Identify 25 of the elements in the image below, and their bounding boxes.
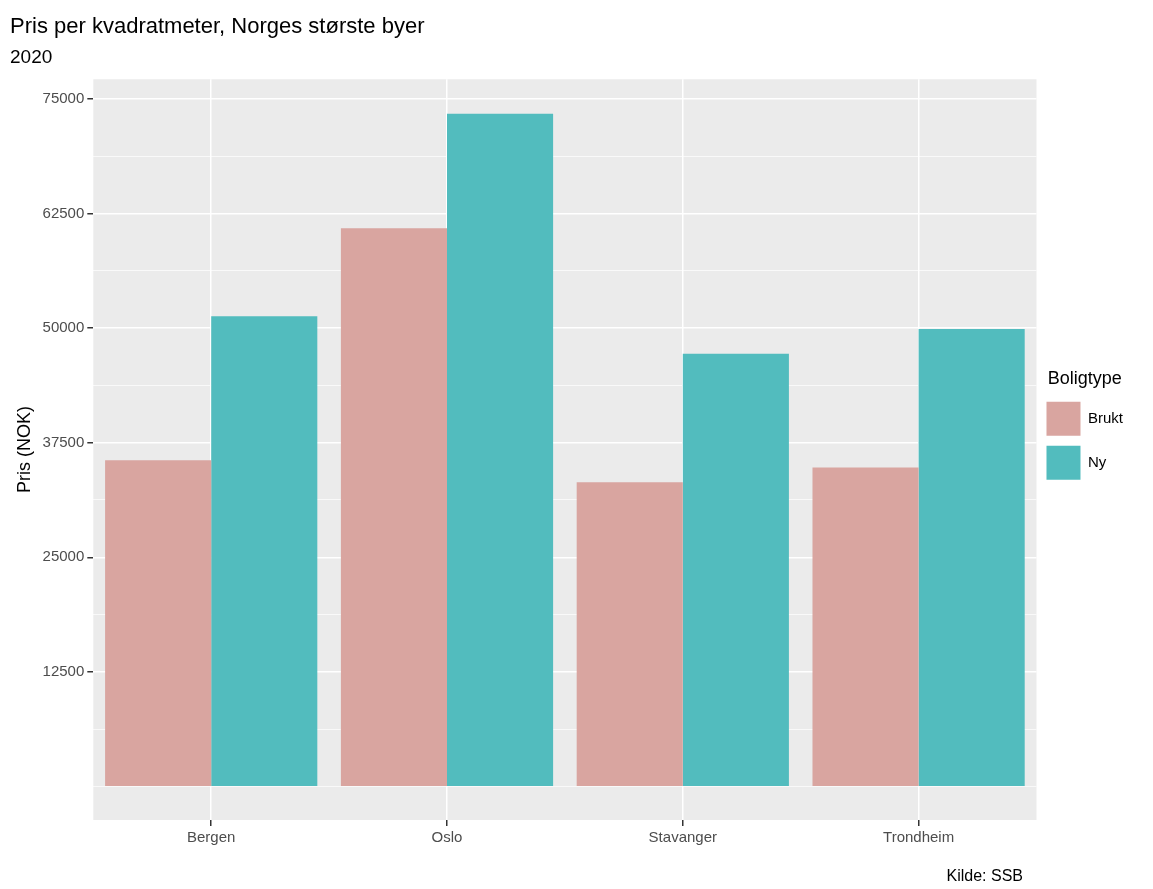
y-tick-label: 25000 bbox=[42, 547, 85, 565]
text: Kilde: SSB bbox=[946, 867, 1023, 885]
y-tick-label: 50000 bbox=[42, 318, 85, 336]
x-tick-label: Oslo bbox=[431, 828, 463, 846]
legend-label: Ny bbox=[1087, 452, 1107, 470]
x-tick-label: Trondheim bbox=[883, 828, 955, 846]
bar bbox=[576, 482, 683, 786]
bar bbox=[918, 329, 1025, 786]
bar bbox=[211, 316, 318, 786]
bar bbox=[812, 467, 919, 786]
bar bbox=[682, 353, 789, 786]
chart-subtitle: 2020 bbox=[10, 46, 53, 68]
x-tick-label: Stavanger bbox=[648, 828, 717, 846]
legend-label: Brukt bbox=[1087, 408, 1124, 426]
bar bbox=[447, 113, 554, 786]
bar bbox=[105, 460, 212, 786]
chart-title: Pris per kvadratmeter, Norges største byer bbox=[10, 13, 425, 39]
y-tick-label: 12500 bbox=[42, 661, 85, 679]
y-axis-title: Pris (NOK) bbox=[13, 406, 34, 494]
y-tick-label: 75000 bbox=[42, 89, 85, 107]
x-tick-label: Bergen bbox=[187, 828, 236, 846]
bar bbox=[340, 228, 447, 786]
legend-title: Boligtype bbox=[1047, 368, 1122, 389]
y-tick-label: 62500 bbox=[42, 203, 85, 221]
y-tick-label: 37500 bbox=[42, 432, 85, 450]
